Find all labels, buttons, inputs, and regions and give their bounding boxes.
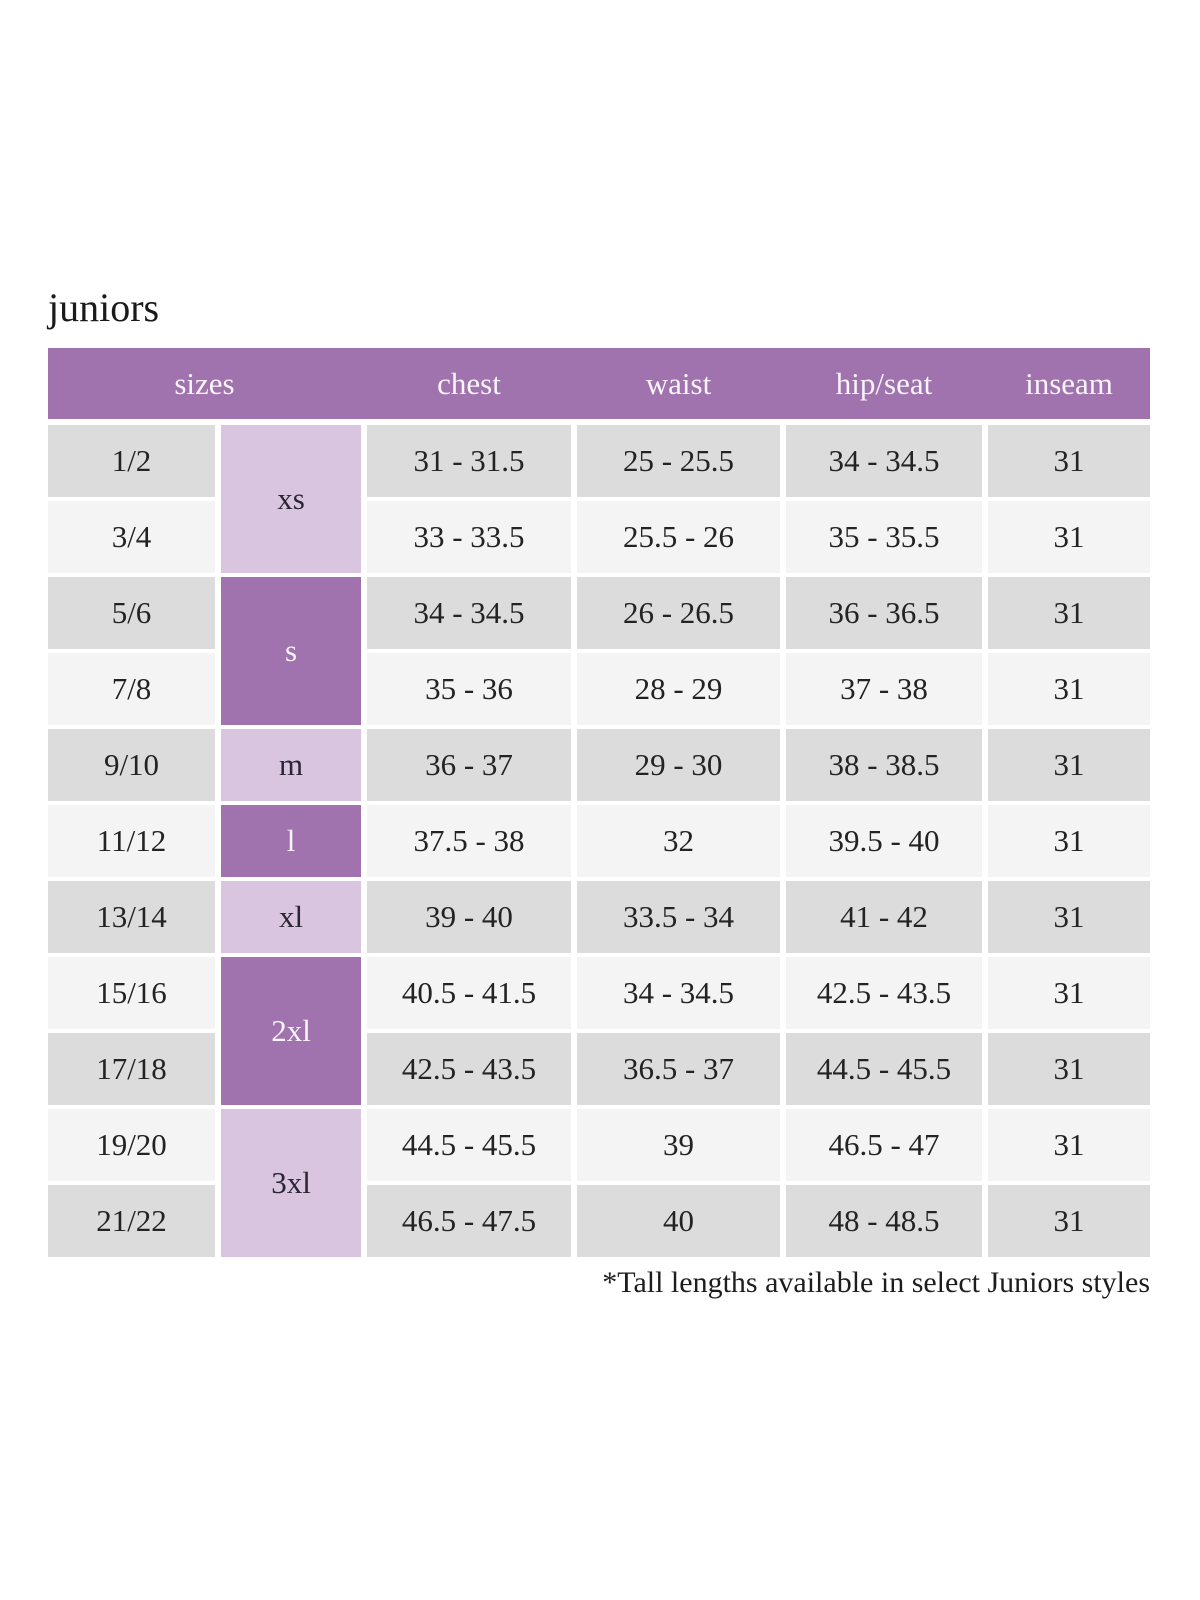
table-header-row: sizes chest waist hip/seat inseam (48, 348, 1150, 419)
inseam-cell: 31 (988, 1185, 1150, 1257)
hip-seat-cell: 38 - 38.5 (786, 729, 982, 801)
waist-cell: 39 (577, 1109, 780, 1181)
size-cell: 1/2 (48, 425, 215, 497)
chest-cell: 31 - 31.5 (367, 425, 571, 497)
hip-seat-cell: 34 - 34.5 (786, 425, 982, 497)
chest-cell: 37.5 - 38 (367, 805, 571, 877)
size-cell: 19/20 (48, 1109, 215, 1181)
inseam-cell: 31 (988, 881, 1150, 953)
chest-cell: 39 - 40 (367, 881, 571, 953)
chest-cell: 40.5 - 41.5 (367, 957, 571, 1029)
letter-size-cell-3xl: 3xl (221, 1109, 361, 1257)
header-waist: waist (645, 365, 712, 401)
size-cell: 5/6 (48, 577, 215, 649)
letter-size-cell-xl: xl (221, 881, 361, 953)
inseam-cell: 31 (988, 501, 1150, 573)
waist-cell: 34 - 34.5 (577, 957, 780, 1029)
header-sizes: sizes (174, 365, 235, 401)
header-chest: chest (437, 365, 501, 401)
hip-seat-cell: 46.5 - 47 (786, 1109, 982, 1181)
letter-size-cell-l: l (221, 805, 361, 877)
chest-cell: 44.5 - 45.5 (367, 1109, 571, 1181)
chest-cell: 46.5 - 47.5 (367, 1185, 571, 1257)
table-body: xs s m l xl 2xl 3xl 1/2 31 - 31.5 25 - 2… (48, 425, 1150, 1257)
hip-seat-cell: 37 - 38 (786, 653, 982, 725)
waist-cell: 32 (577, 805, 780, 877)
waist-cell: 28 - 29 (577, 653, 780, 725)
size-cell: 15/16 (48, 957, 215, 1029)
tall-lengths-footnote: *Tall lengths available in select Junior… (602, 1266, 1150, 1299)
letter-size-cell-2xl: 2xl (221, 957, 361, 1105)
chest-cell: 34 - 34.5 (367, 577, 571, 649)
inseam-cell: 31 (988, 425, 1150, 497)
chest-cell: 35 - 36 (367, 653, 571, 725)
hip-seat-cell: 42.5 - 43.5 (786, 957, 982, 1029)
size-cell: 13/14 (48, 881, 215, 953)
chest-cell: 42.5 - 43.5 (367, 1033, 571, 1105)
size-cell: 17/18 (48, 1033, 215, 1105)
hip-seat-cell: 48 - 48.5 (786, 1185, 982, 1257)
waist-cell: 36.5 - 37 (577, 1033, 780, 1105)
inseam-cell: 31 (988, 805, 1150, 877)
size-cell: 9/10 (48, 729, 215, 801)
hip-seat-cell: 39.5 - 40 (786, 805, 982, 877)
letter-size-cell-xs: xs (221, 425, 361, 573)
chest-cell: 33 - 33.5 (367, 501, 571, 573)
chest-cell: 36 - 37 (367, 729, 571, 801)
inseam-cell: 31 (988, 729, 1150, 801)
size-cell: 7/8 (48, 653, 215, 725)
inseam-cell: 31 (988, 653, 1150, 725)
letter-size-cell-m: m (221, 729, 361, 801)
waist-cell: 29 - 30 (577, 729, 780, 801)
letter-size-cell-s: s (221, 577, 361, 725)
inseam-cell: 31 (988, 1033, 1150, 1105)
hip-seat-cell: 36 - 36.5 (786, 577, 982, 649)
size-cell: 3/4 (48, 501, 215, 573)
size-cell: 21/22 (48, 1185, 215, 1257)
hip-seat-cell: 35 - 35.5 (786, 501, 982, 573)
inseam-cell: 31 (988, 1109, 1150, 1181)
header-hip-seat: hip/seat (835, 365, 933, 401)
hip-seat-cell: 44.5 - 45.5 (786, 1033, 982, 1105)
header-inseam: inseam (1025, 365, 1113, 401)
page-title: juniors (48, 285, 160, 330)
waist-cell: 40 (577, 1185, 780, 1257)
size-cell: 11/12 (48, 805, 215, 877)
inseam-cell: 31 (988, 957, 1150, 1029)
juniors-size-table: sizes chest waist hip/seat inseam xs s m… (48, 348, 1150, 1257)
waist-cell: 25.5 - 26 (577, 501, 780, 573)
waist-cell: 26 - 26.5 (577, 577, 780, 649)
waist-cell: 25 - 25.5 (577, 425, 780, 497)
hip-seat-cell: 41 - 42 (786, 881, 982, 953)
inseam-cell: 31 (988, 577, 1150, 649)
waist-cell: 33.5 - 34 (577, 881, 780, 953)
